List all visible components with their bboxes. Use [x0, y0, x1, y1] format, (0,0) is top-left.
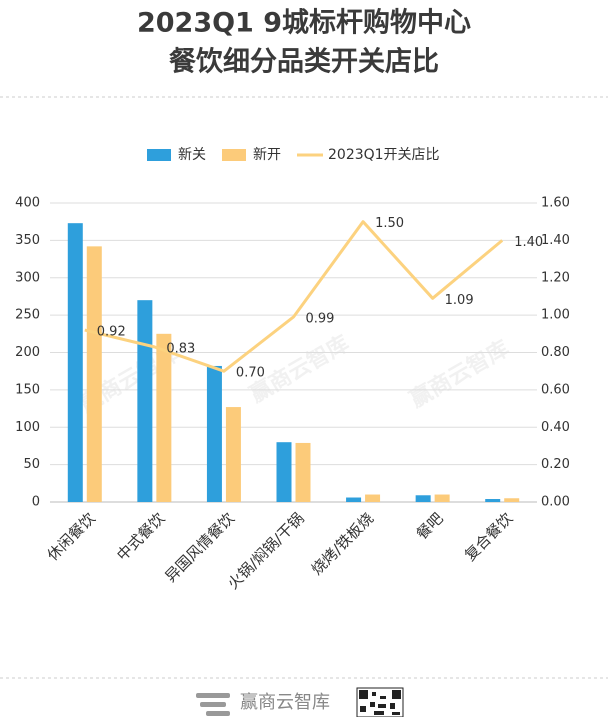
y-tick-label: 0 — [32, 495, 40, 510]
bar — [225, 407, 241, 502]
line — [84, 220, 504, 373]
y2-tick-label: 1.40 — [541, 233, 570, 248]
logo — [196, 693, 230, 716]
bar — [86, 246, 102, 502]
bar — [295, 442, 311, 502]
legend-label: 2023Q1开关店比 — [328, 147, 440, 163]
y2-tick-label: 1.20 — [541, 270, 570, 285]
data-label: 0.92 — [97, 325, 126, 340]
legend-label: 新关 — [178, 147, 206, 163]
y2-tick-label: 0.00 — [541, 495, 570, 510]
bar — [485, 499, 501, 502]
data-label: 0.99 — [306, 311, 335, 326]
y2-tick-label: 0.20 — [541, 457, 570, 472]
y-tick-label: 350 — [15, 233, 40, 248]
y-tick-label: 200 — [15, 345, 40, 360]
y-tick-label: 100 — [15, 420, 40, 435]
y2-tick-label: 1.60 — [541, 196, 570, 211]
x-tick-label: 餐吧 — [413, 509, 447, 543]
legend-swatch — [222, 149, 246, 161]
x-tick-label: 中式餐饮 — [113, 509, 168, 564]
bar — [206, 365, 222, 502]
bar — [156, 333, 172, 502]
x-tick-label: 复合餐饮 — [461, 509, 516, 564]
x-tick-label: 异国风情餐饮 — [162, 509, 238, 585]
y2-tick-label: 1.00 — [541, 308, 570, 323]
footer-brand: 赢商云智库 — [240, 691, 330, 713]
data-label: 1.09 — [445, 293, 474, 308]
y2-tick-label: 0.60 — [541, 382, 570, 397]
y-tick-label: 300 — [15, 270, 40, 285]
y-tick-label: 150 — [15, 382, 40, 397]
data-label: 1.40 — [514, 235, 543, 250]
y2-tick-label: 0.40 — [541, 420, 570, 435]
qr-code — [356, 687, 404, 717]
chart-title: 餐饮细分品类开关店比 — [169, 46, 439, 78]
data-label: 0.70 — [236, 366, 265, 381]
bar — [67, 223, 83, 502]
x-tick-label: 休闲餐饮 — [44, 509, 99, 564]
bar — [137, 300, 153, 502]
watermark: 赢商云智库 — [405, 335, 513, 413]
y2-tick-label: 0.80 — [541, 345, 570, 360]
bar — [504, 498, 520, 502]
legend-label: 新开 — [253, 147, 281, 163]
data-label: 0.83 — [166, 341, 195, 356]
bar — [365, 494, 381, 502]
y-tick-label: 250 — [15, 308, 40, 323]
bar — [415, 495, 431, 502]
bar — [276, 442, 292, 502]
bar — [346, 497, 362, 502]
y-tick-label: 400 — [15, 196, 40, 211]
data-label: 1.50 — [375, 216, 404, 231]
x-tick-label: 烧烤/铁板烧 — [308, 509, 377, 578]
y-tick-label: 50 — [23, 457, 40, 472]
bar — [434, 494, 450, 502]
chart-title: 2023Q1 9城标杆购物中心 — [137, 8, 471, 39]
legend-swatch — [147, 149, 171, 161]
